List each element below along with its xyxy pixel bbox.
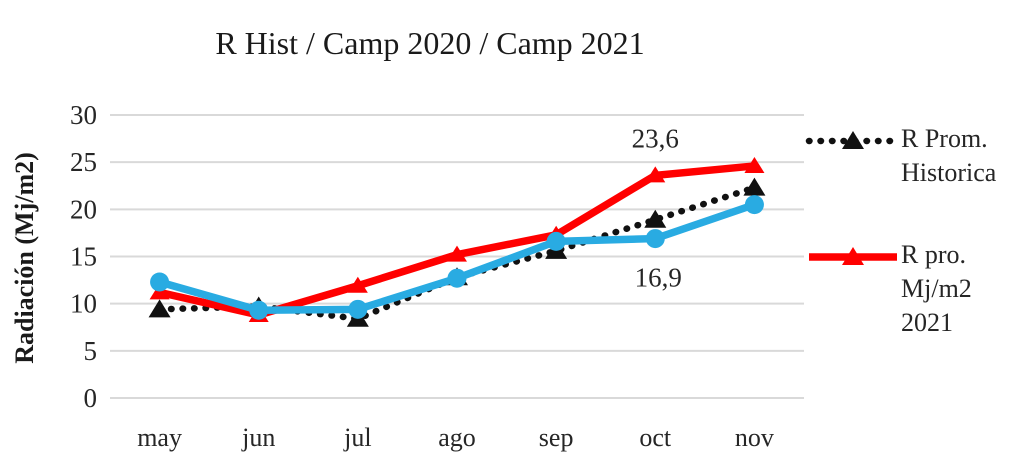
svg-text:oct: oct xyxy=(639,423,672,452)
svg-text:16,9: 16,9 xyxy=(635,263,682,293)
svg-text:jul: jul xyxy=(343,423,371,452)
svg-text:0: 0 xyxy=(84,383,98,413)
svg-text:30: 30 xyxy=(70,100,97,130)
legend-entry-2021: R pro. Mj/m2 2021 xyxy=(805,238,1023,340)
svg-text:5: 5 xyxy=(84,336,98,366)
dotted-line-triangle-marker-icon xyxy=(805,131,901,149)
svg-text:15: 15 xyxy=(70,242,97,272)
svg-text:23,6: 23,6 xyxy=(632,123,679,153)
svg-text:sep: sep xyxy=(539,423,574,452)
legend-label-historica: R Prom. Historica xyxy=(901,124,997,187)
red-line-triangle-marker-icon xyxy=(809,247,897,265)
svg-text:jun: jun xyxy=(241,423,275,452)
chart-title: R Hist / Camp 2020 / Camp 2021 xyxy=(215,25,645,61)
legend-label-2021: R pro. Mj/m2 2021 xyxy=(901,240,972,337)
svg-text:nov: nov xyxy=(735,423,774,452)
svg-text:10: 10 xyxy=(70,289,97,319)
svg-text:25: 25 xyxy=(70,147,97,177)
svg-text:ago: ago xyxy=(438,423,476,452)
legend-entry-historica: R Prom. Historica xyxy=(805,122,1023,190)
svg-text:20: 20 xyxy=(70,194,97,224)
svg-text:may: may xyxy=(137,423,182,452)
